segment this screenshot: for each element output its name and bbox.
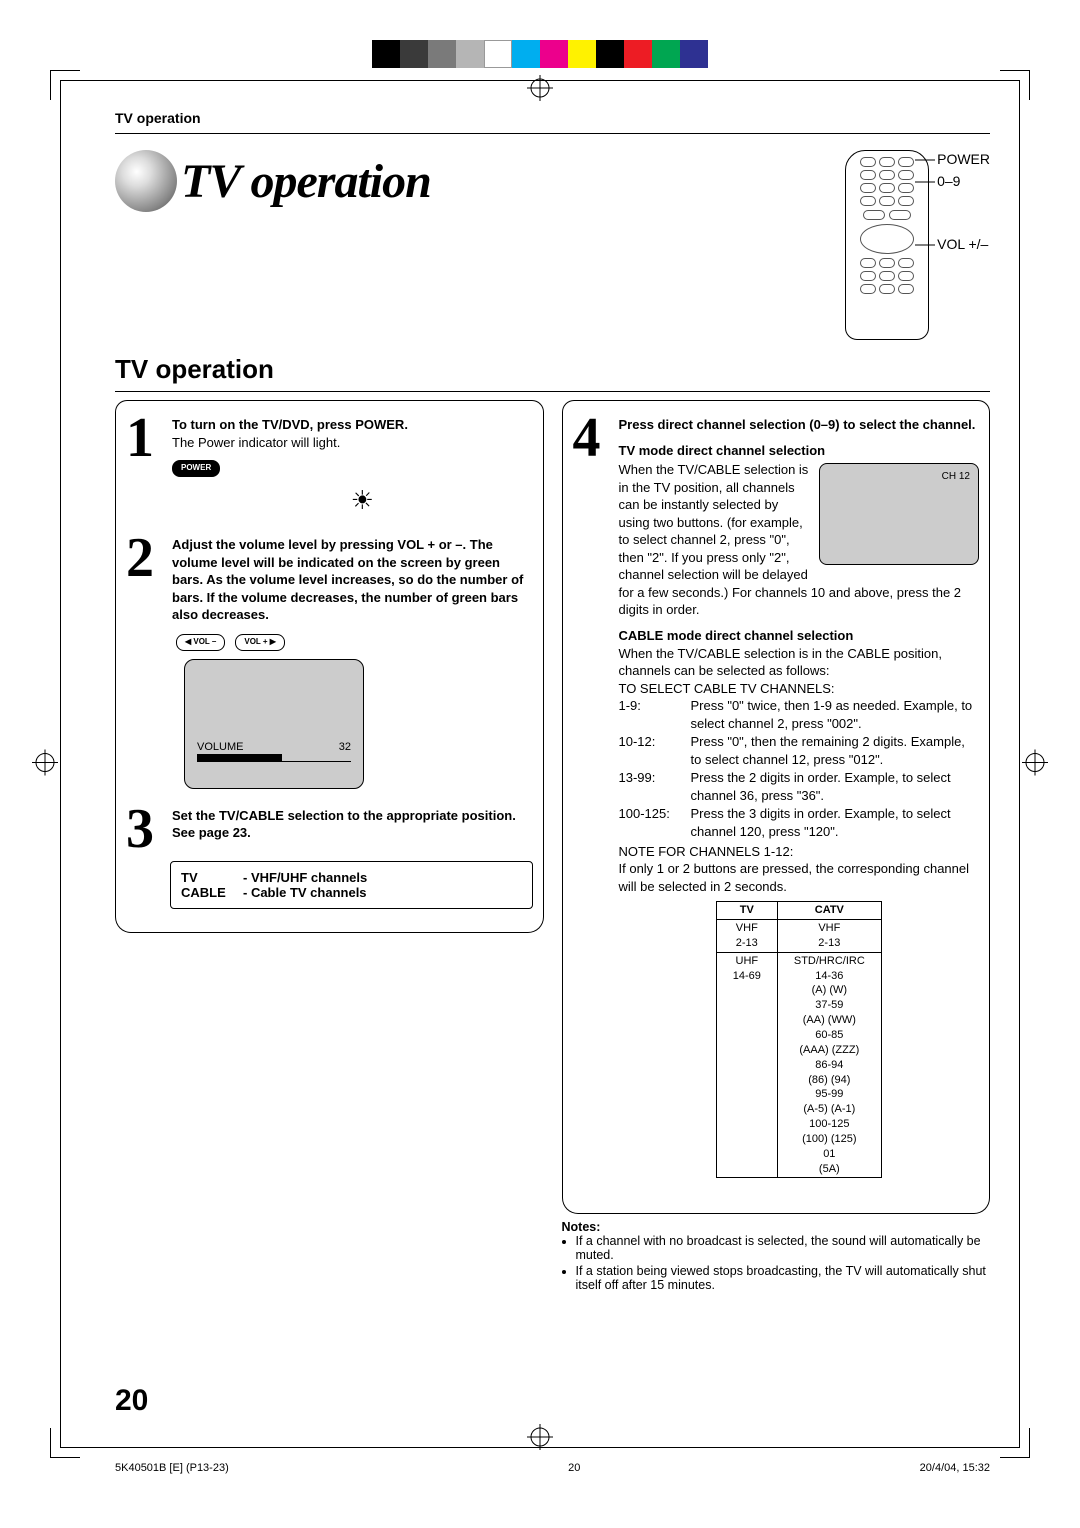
volume-screen: VOLUME 32: [184, 659, 364, 789]
registration-mark: [527, 75, 553, 104]
header-section-label: TV operation: [115, 110, 201, 126]
step3-bold: Set the TV/CABLE selection to the approp…: [172, 808, 516, 841]
step-number: 1: [126, 416, 162, 526]
step-3: 3 Set the TV/CABLE selection to the appr…: [126, 807, 533, 852]
step1-text: The Power indicator will light.: [172, 435, 340, 450]
cable-range-list: 1-9:Press "0" twice, then 1-9 as needed.…: [619, 697, 980, 840]
remote-label-power: POWER: [937, 151, 990, 167]
power-button-icon: POWER: [172, 460, 220, 477]
step-number: 4: [573, 416, 609, 1182]
right-column: 4 Press direct channel selection (0–9) t…: [562, 400, 991, 1294]
step-number: 2: [126, 536, 162, 797]
vol-minus-icon: ◀ VOL –: [176, 634, 225, 651]
volume-label: VOLUME: [197, 740, 243, 755]
footer: 5K40501B [E] (P13-23) 20 20/4/04, 15:32: [115, 1462, 990, 1474]
title-badge: TV operation: [115, 150, 431, 212]
notes-title: Notes:: [562, 1220, 991, 1234]
freq-body: VHF2-13VHF2-13UHF14-69STD/HRC/IRC14-36(A…: [716, 920, 881, 1178]
note-line: NOTE FOR CHANNELS 1-12:: [619, 843, 980, 861]
note-item: If a channel with no broadcast is select…: [576, 1234, 991, 1262]
left-column: 1 To turn on the TV/DVD, press POWER. Th…: [115, 400, 544, 1294]
vol-plus-icon: VOL + ▶: [235, 634, 285, 651]
step-1: 1 To turn on the TV/DVD, press POWER. Th…: [126, 416, 533, 526]
footer-center: 20: [568, 1462, 580, 1474]
footer-right: 20/4/04, 15:32: [920, 1462, 990, 1474]
page-number: 20: [115, 1384, 148, 1418]
step1-bold: To turn on the TV/DVD, press POWER.: [172, 417, 408, 432]
step4-bold: Press direct channel selection (0–9) to …: [619, 417, 976, 432]
cablemode-intro: When the TV/CABLE selection is in the CA…: [619, 645, 980, 680]
channel-screen: CH 12: [819, 463, 979, 565]
cablemode-sub: TO SELECT CABLE TV CHANNELS:: [619, 680, 980, 698]
footer-left: 5K40501B [E] (P13-23): [115, 1462, 229, 1474]
page-content: TV operation TV operation: [115, 110, 990, 1418]
tvmode-title: TV mode direct channel selection: [619, 443, 826, 458]
page-title: TV operation: [181, 154, 431, 209]
step2-bold: Adjust the volume level by pressing VOL …: [172, 537, 523, 622]
remote-label-digits: 0–9: [937, 173, 960, 189]
notes-block: Notes: If a channel with no broadcast is…: [562, 1220, 991, 1292]
step-4: 4 Press direct channel selection (0–9) t…: [573, 416, 980, 1182]
registration-mark: [527, 1424, 553, 1453]
color-registration-bar: [372, 40, 708, 68]
frequency-table: TVCATV VHF2-13VHF2-13UHF14-69STD/HRC/IRC…: [716, 901, 882, 1178]
registration-mark: [1022, 750, 1048, 779]
indicator-light-icon: ☀: [192, 483, 533, 518]
step-2: 2 Adjust the volume level by pressing VO…: [126, 536, 533, 797]
note-text: If only 1 or 2 buttons are pressed, the …: [619, 860, 980, 895]
remote-diagram: POWER 0–9 VOL +/–: [845, 150, 990, 340]
sphere-icon: [115, 150, 177, 212]
running-header: TV operation: [115, 110, 990, 134]
cablemode-title: CABLE mode direct channel selection: [619, 628, 854, 643]
volume-value: 32: [339, 740, 351, 755]
remote-label-vol: VOL +/–: [937, 236, 988, 252]
note-item: If a station being viewed stops broadcas…: [576, 1264, 991, 1292]
section-heading: TV operation: [115, 354, 990, 385]
registration-mark: [32, 750, 58, 779]
step-number: 3: [126, 807, 162, 852]
tv-cable-box: TV- VHF/UHF channels CABLE- Cable TV cha…: [170, 861, 533, 909]
